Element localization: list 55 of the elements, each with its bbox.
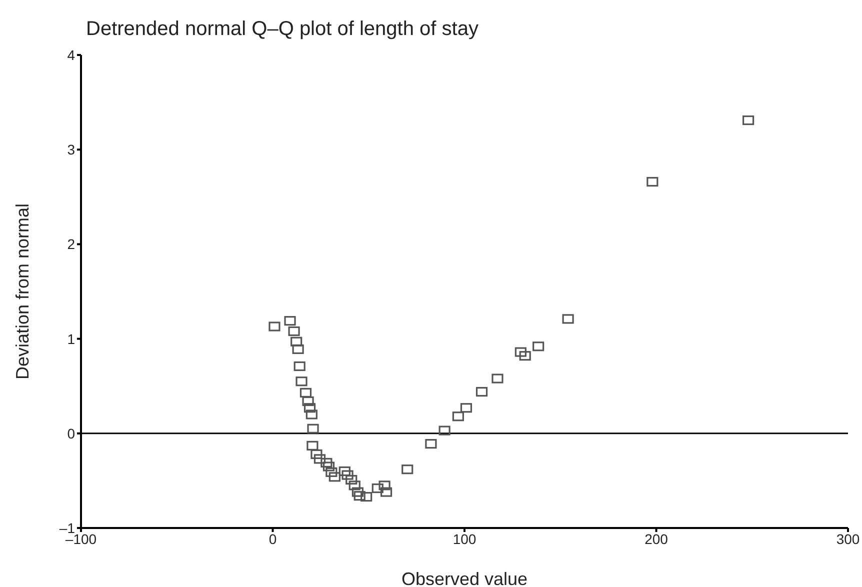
point (646, 176, 658, 187)
x-tick-label: 0 (268, 530, 277, 547)
point (562, 314, 574, 324)
y-tick-label: –1 (59, 520, 76, 536)
point (346, 474, 358, 485)
point (338, 466, 350, 476)
x-axis-title: Observed value (401, 569, 528, 587)
x-tick-label: 100 (452, 530, 476, 547)
point (290, 336, 302, 346)
point (742, 115, 754, 126)
point (288, 326, 300, 336)
point (519, 351, 531, 361)
point (326, 467, 338, 477)
point (328, 472, 340, 482)
point (292, 344, 304, 354)
point (372, 483, 384, 494)
point (306, 410, 318, 420)
point (300, 388, 312, 398)
point (438, 426, 450, 436)
point (320, 458, 332, 468)
point (354, 491, 366, 501)
point (402, 464, 414, 474)
point (294, 361, 306, 372)
x-tick-label: 200 (644, 530, 668, 547)
point (425, 439, 437, 449)
point (342, 470, 354, 480)
point (360, 492, 372, 502)
point (492, 374, 504, 384)
point (452, 412, 464, 422)
point (322, 462, 335, 472)
point (460, 403, 472, 413)
point (476, 386, 488, 397)
y-tick-label: 3 (67, 142, 76, 158)
point (532, 342, 544, 352)
point (296, 376, 308, 386)
y-tick-label: 0 (67, 425, 76, 442)
point (348, 480, 360, 490)
point (352, 487, 364, 497)
y-tick-label: 2 (67, 236, 76, 252)
point (307, 424, 319, 434)
point (310, 449, 322, 460)
point (378, 480, 390, 490)
point (304, 403, 316, 413)
y-axis-title: Deviation from normal (12, 203, 32, 380)
point (284, 316, 296, 326)
point (514, 347, 526, 357)
point (314, 454, 326, 464)
x-tick-label: 300 (836, 530, 860, 547)
chart-title: Detrended normal Q–Q plot of length of stay (86, 18, 478, 41)
y-tick-label: 1 (67, 330, 76, 347)
point (306, 440, 318, 450)
y-tick-label: 4 (67, 46, 76, 63)
point (302, 396, 314, 406)
point (380, 487, 392, 497)
point (268, 322, 280, 332)
